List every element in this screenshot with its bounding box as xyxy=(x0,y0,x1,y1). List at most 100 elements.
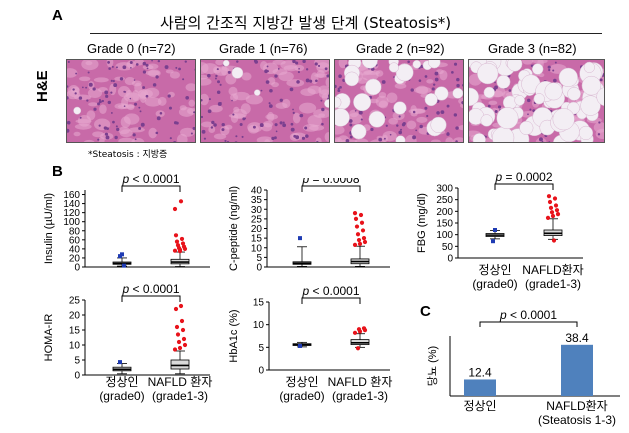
nucleus-dot xyxy=(539,137,543,142)
nucleus-dot xyxy=(274,123,278,127)
nucleus-dot xyxy=(327,94,329,98)
grade-3-label: Grade 3 (n=82) xyxy=(488,41,577,56)
outlier-point xyxy=(352,242,358,247)
nucleus-dot xyxy=(268,104,273,108)
nucleus-dot xyxy=(396,124,399,127)
nucleus-dot xyxy=(164,65,169,69)
outlier-point xyxy=(178,303,184,309)
p-value-label: p < 0.0001 xyxy=(121,172,179,186)
outlier-point xyxy=(174,324,180,330)
y-tick-label: 10 xyxy=(69,341,81,352)
outlier-point xyxy=(356,237,362,243)
cytoplasm-patch xyxy=(315,137,322,142)
nucleus-dot xyxy=(455,140,458,142)
fat-vacuole xyxy=(335,96,342,109)
outlier-point xyxy=(554,208,560,213)
fat-vacuole xyxy=(324,99,329,108)
outlier-point xyxy=(546,194,552,199)
nucleus-dot xyxy=(456,83,460,88)
nucleus-dot xyxy=(494,81,496,84)
cytoplasm-patch xyxy=(209,104,223,113)
fat-vacuole xyxy=(430,116,447,133)
nucleus-dot xyxy=(101,99,105,103)
nucleus-dot xyxy=(107,61,110,64)
nucleus-dot xyxy=(266,70,269,73)
outlier-point xyxy=(355,232,361,237)
outlier-point xyxy=(355,346,361,351)
nucleus-dot xyxy=(116,127,120,132)
outlier-point xyxy=(548,205,554,210)
nucleus-dot xyxy=(424,106,428,110)
fat-vacuole xyxy=(388,62,399,73)
nucleus-dot xyxy=(548,141,551,142)
cytoplasm-patch xyxy=(532,60,548,64)
fat-vacuole xyxy=(469,87,479,106)
outlier-point xyxy=(179,318,185,324)
nucleus-dot xyxy=(75,72,78,75)
nucleus-dot xyxy=(142,86,146,89)
nucleus-dot xyxy=(552,69,555,72)
fat-vacuole xyxy=(477,62,499,85)
title-divider xyxy=(90,33,602,34)
cytoplasm-patch xyxy=(144,97,162,107)
outlier-point xyxy=(354,224,360,229)
cytoplasm-patch xyxy=(67,68,78,78)
outlier-point xyxy=(357,241,363,246)
nucleus-dot xyxy=(129,97,132,100)
cytoplasm-patch xyxy=(230,113,239,123)
nucleus-dot xyxy=(216,68,219,71)
nucleus-dot xyxy=(146,67,149,70)
nucleus-dot xyxy=(201,129,206,134)
nucleus-dot xyxy=(130,67,132,69)
outlier-point xyxy=(118,360,122,365)
y-tick-label: 25 xyxy=(69,296,81,307)
cytoplasm-patch xyxy=(117,104,135,109)
cytoplasm-patch xyxy=(77,114,91,127)
cytoplasm-patch xyxy=(452,137,463,142)
nucleus-dot xyxy=(157,60,160,63)
nucleus-dot xyxy=(86,99,89,102)
nucleus-dot xyxy=(494,109,498,113)
fat-vacuole xyxy=(344,71,360,87)
nucleus-dot xyxy=(78,96,83,100)
nucleus-dot xyxy=(335,84,337,89)
nucleus-dot xyxy=(301,136,306,140)
cytoplasm-patch xyxy=(316,62,329,73)
outlier-point xyxy=(549,210,555,215)
fat-vacuole xyxy=(222,60,230,67)
nucleus-dot xyxy=(337,89,341,93)
nucleus-dot xyxy=(81,86,84,89)
nucleus-dot xyxy=(97,102,101,106)
outlier-point xyxy=(547,199,553,205)
cytoplasm-patch xyxy=(114,76,125,81)
nucleus-dot xyxy=(216,90,221,94)
outlier-point xyxy=(550,213,556,219)
nucleus-dot xyxy=(110,91,113,94)
diabetes-bar-chart: 당뇨 (%) 12.4 38.4 p < 0.0001 정상인 NAFLD환자(Steat… xyxy=(426,308,620,427)
cytoplasm-patch xyxy=(488,100,498,106)
outlier-point xyxy=(173,233,179,238)
nucleus-dot xyxy=(207,109,212,114)
nucleus-dot xyxy=(451,70,454,74)
nucleus-dot xyxy=(201,115,204,119)
nucleus-dot xyxy=(326,74,329,78)
nucleus-dot xyxy=(241,135,244,138)
nucleus-dot xyxy=(217,80,221,84)
y-tick-label: 5 xyxy=(74,356,80,367)
nucleus-dot xyxy=(182,78,185,81)
cytoplasm-patch xyxy=(298,102,317,114)
p-value-label: p < 0.0001 xyxy=(499,308,557,322)
nucleus-dot xyxy=(282,121,285,124)
fat-vacuole xyxy=(361,60,378,69)
cytoplasm-patch xyxy=(215,60,224,66)
fat-vacuole xyxy=(253,89,261,96)
nucleus-dot xyxy=(338,74,342,78)
nucleus-dot xyxy=(213,123,217,127)
nucleus-dot xyxy=(87,71,90,74)
cytoplasm-patch xyxy=(324,132,329,142)
outlier-point xyxy=(353,216,359,221)
y-tick-label: 160 xyxy=(63,190,80,201)
nucleus-dot xyxy=(526,98,531,103)
nucleus-dot xyxy=(184,60,187,63)
